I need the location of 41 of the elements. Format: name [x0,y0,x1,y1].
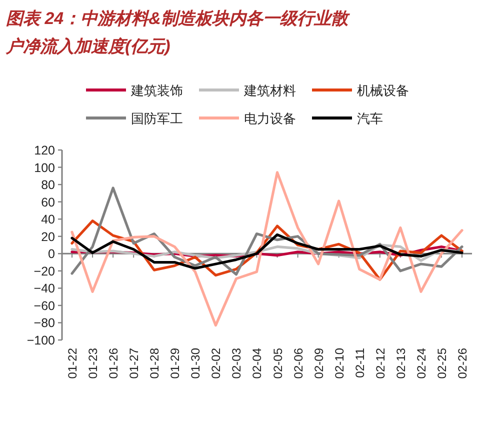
y-tick-label: −20 [34,264,56,278]
x-tick-label: 01-23 [86,348,100,379]
y-tick-label: 40 [41,212,56,227]
x-tick-label: 02-25 [434,348,449,379]
x-tick-label: 02-24 [414,348,428,379]
x-tick-label: 02-10 [332,348,346,379]
y-tick-label: −40 [34,282,56,296]
x-tick-label: 02-13 [394,348,408,379]
line-series [70,171,464,327]
y-tick-label: 120 [34,144,56,158]
x-tick-label: 01-28 [148,348,162,379]
x-tick-label: 02-12 [373,348,388,379]
y-tick-label: 0 [48,247,56,262]
x-tick-label: 01-27 [127,348,142,379]
y-tick-label: −80 [34,316,56,330]
y-tick-label: 60 [41,195,56,210]
x-tick-label: 02-26 [456,348,470,379]
x-tick-label: 02-03 [230,348,244,379]
y-tick-label: −100 [26,334,56,348]
y-tick-label: 80 [41,178,56,192]
x-tick-label: 02-11 [352,348,367,378]
chart-title: 图表 24：中游材料&制造板块内各一级行业散户净流入加速度(亿元) [5,9,351,56]
legend-label: 汽车 [357,111,383,126]
x-tick-label: 02-02 [209,348,224,379]
x-tick-label: 02-09 [312,348,326,379]
legend-label: 建筑材料 [243,83,296,98]
legend-label: 国防军工 [131,111,183,126]
x-tick-label: 02-04 [250,348,264,379]
x-tick-label: 02-06 [291,348,306,379]
x-tick-label: 02-05 [270,348,285,379]
legend-label: 电力设备 [244,111,296,126]
line-series [70,233,464,270]
x-tick-label: 01-26 [106,348,121,379]
y-tick-label: 20 [41,230,56,244]
x-tick-label: 01-22 [66,348,80,379]
legend-label: 建筑装饰 [130,83,183,98]
x-tick-label: 01-30 [188,348,203,379]
legend-label: 机械设备 [357,83,409,98]
y-tick-label: 100 [34,160,56,175]
x-tick-label: 01-29 [168,348,182,379]
y-tick-label: −60 [34,298,56,313]
